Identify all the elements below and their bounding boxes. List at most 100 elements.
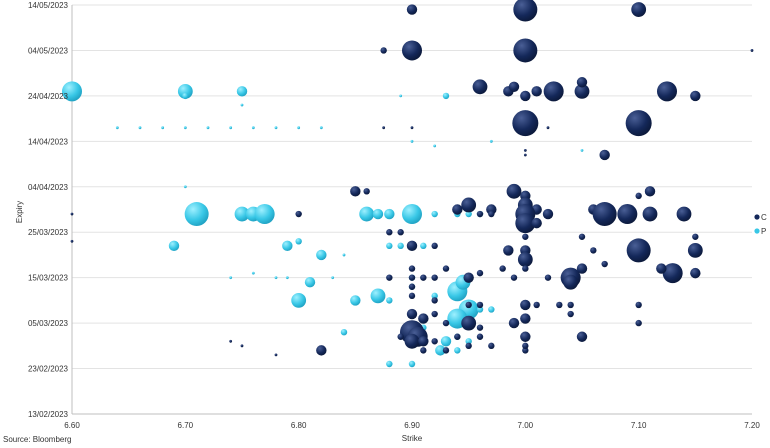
bubble-p — [316, 249, 327, 261]
bubble-c — [70, 239, 74, 243]
bubble-p — [580, 149, 584, 152]
bubble-c — [380, 47, 387, 54]
x-tick-labels: 6.60 6.70 6.80 6.90 7.00 7.10 7.20 — [64, 421, 760, 430]
bubble-p — [274, 276, 278, 280]
bubble-c — [274, 353, 278, 357]
bubble-c — [523, 153, 527, 157]
bubble-c — [574, 83, 590, 99]
bubble-p — [331, 276, 335, 280]
bubble-p — [408, 360, 416, 368]
bubble-c — [386, 274, 393, 281]
bubble-p — [62, 81, 82, 102]
bubble-c — [386, 229, 393, 236]
bubble-c — [522, 265, 529, 272]
bubble-c — [517, 252, 533, 267]
bubble-c — [408, 292, 416, 300]
bubble-p — [184, 202, 209, 227]
bubble-p — [229, 126, 233, 130]
bubble-p — [295, 238, 302, 245]
x-tick-label: 6.60 — [64, 421, 80, 430]
bubble-c — [229, 339, 233, 343]
x-tick-label: 7.20 — [744, 421, 760, 430]
bubble-c — [542, 208, 554, 220]
bubble-c — [465, 342, 472, 350]
bubble-p — [251, 126, 255, 130]
bubble-c — [520, 299, 531, 311]
bubble-c — [406, 4, 418, 15]
bubble-c — [520, 90, 531, 102]
bubble-c — [488, 342, 495, 350]
bubble-c — [476, 269, 484, 277]
bubble-c — [240, 344, 244, 348]
bubble-c — [476, 324, 484, 331]
bubble-p — [442, 92, 450, 100]
bubble-p — [291, 292, 307, 308]
legend: CP — [754, 213, 767, 236]
bubble-p — [319, 126, 323, 130]
bubble-p — [274, 126, 278, 130]
bubble-p — [431, 210, 438, 218]
bubble-c — [404, 333, 420, 349]
x-tick-label: 6.80 — [291, 421, 307, 430]
bubble-c — [442, 319, 450, 327]
x-tick-label: 6.70 — [178, 421, 194, 430]
bubble-c — [431, 274, 438, 281]
bubble-c — [546, 126, 550, 130]
bubble-p — [410, 139, 414, 143]
bubble-c — [601, 260, 608, 268]
source-note: Source: Bloomberg — [3, 435, 72, 444]
bubble-c — [512, 110, 539, 137]
bubble-p — [465, 210, 472, 218]
bubble-p — [161, 126, 165, 130]
bubble-p — [182, 92, 189, 100]
bubble-c — [631, 2, 647, 17]
bubble-p — [431, 292, 438, 300]
bubble-c — [408, 265, 416, 272]
bubble-c — [295, 210, 302, 218]
bubble-p — [350, 295, 361, 306]
bubble-c — [522, 347, 529, 354]
y-tick-label: 14/04/2023 — [28, 137, 69, 146]
bubble-c — [644, 186, 656, 197]
bubble-p — [115, 126, 119, 130]
bubble-c — [576, 331, 588, 342]
bubble-p — [340, 329, 348, 336]
y-tick-label: 15/03/2023 — [28, 274, 69, 283]
bubble-c — [402, 40, 422, 61]
y-axis-title: Expiry — [15, 201, 24, 223]
y-tick-labels: 13/02/2023 23/02/2023 05/03/2023 15/03/2023… — [28, 1, 69, 419]
bubble-p — [206, 126, 210, 130]
bubble-c — [499, 265, 506, 272]
bubble-c — [454, 333, 461, 340]
bubble-c — [406, 308, 418, 320]
bubble-p — [370, 288, 386, 304]
bubble-c — [578, 233, 586, 240]
bubble-p — [384, 208, 395, 220]
bubble-c — [452, 204, 463, 215]
bubble-c — [626, 238, 651, 263]
bubble-p — [440, 336, 452, 347]
bubble-c — [635, 192, 642, 200]
bubble-c — [567, 310, 574, 318]
bubble-p — [342, 253, 346, 257]
bubble-c — [520, 313, 531, 324]
bubble-p — [359, 206, 375, 222]
bubble-c — [576, 77, 588, 88]
bubble-c — [442, 347, 450, 354]
bubble-c — [410, 126, 414, 130]
y-tick-label: 05/03/2023 — [28, 319, 69, 328]
y-tick-label: 14/05/2023 — [28, 1, 69, 10]
bubble-p — [304, 277, 316, 288]
bubble-c — [590, 247, 597, 254]
bubble-c — [690, 267, 701, 279]
axes — [71, 5, 752, 415]
bubble-p — [386, 242, 393, 250]
bubble-c — [431, 310, 438, 318]
bubble-c — [656, 263, 667, 274]
bubble-c — [662, 263, 683, 284]
bubble-p — [399, 94, 403, 98]
bubble-c — [408, 283, 416, 290]
bubble-c — [316, 345, 327, 356]
bubble-p — [285, 276, 289, 280]
